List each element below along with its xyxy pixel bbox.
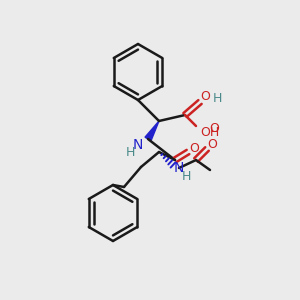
Text: N: N	[174, 161, 184, 175]
Text: H: H	[181, 169, 191, 182]
Text: O: O	[207, 139, 217, 152]
Text: H: H	[125, 146, 135, 158]
Text: O: O	[189, 142, 199, 155]
Text: OH: OH	[200, 125, 220, 139]
Polygon shape	[145, 121, 159, 141]
Text: H: H	[212, 92, 222, 104]
Text: N: N	[133, 138, 143, 152]
Text: O: O	[209, 122, 219, 134]
Text: O: O	[200, 91, 210, 103]
